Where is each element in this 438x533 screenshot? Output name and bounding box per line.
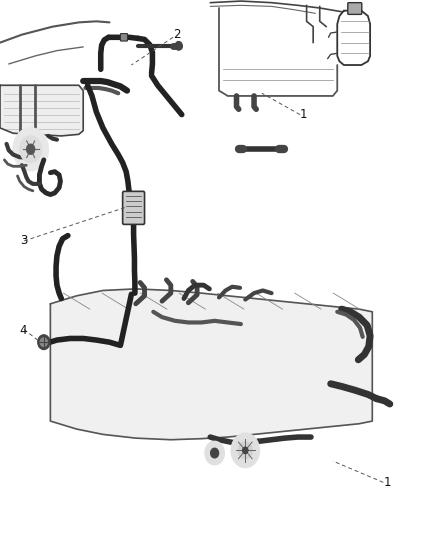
FancyBboxPatch shape xyxy=(348,3,362,14)
Text: 1: 1 xyxy=(300,108,307,121)
Circle shape xyxy=(231,433,259,467)
Circle shape xyxy=(13,128,48,171)
Text: 4: 4 xyxy=(20,324,27,337)
Text: 1: 1 xyxy=(383,476,391,489)
Circle shape xyxy=(20,136,42,163)
Polygon shape xyxy=(0,85,83,136)
Circle shape xyxy=(238,442,252,459)
Circle shape xyxy=(175,42,182,50)
FancyBboxPatch shape xyxy=(123,191,145,224)
Text: 2: 2 xyxy=(173,28,180,41)
Circle shape xyxy=(40,338,47,346)
Circle shape xyxy=(38,335,50,350)
Circle shape xyxy=(243,447,248,454)
Polygon shape xyxy=(50,289,372,440)
Circle shape xyxy=(211,448,219,458)
FancyBboxPatch shape xyxy=(120,34,127,41)
Circle shape xyxy=(205,441,224,465)
Text: 3: 3 xyxy=(20,235,27,247)
Circle shape xyxy=(26,144,35,155)
